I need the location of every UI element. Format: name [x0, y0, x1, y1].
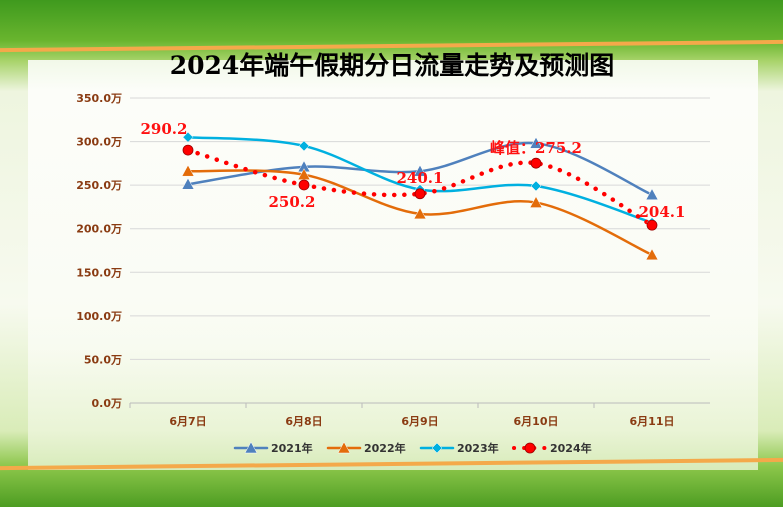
- data-point-2022年: [529, 196, 543, 208]
- y-tick-label: 300.0万: [76, 136, 122, 149]
- data-point-2024年: [646, 219, 658, 231]
- data-point-2024年: [298, 179, 310, 191]
- y-tick-label: 350.0万: [76, 92, 122, 105]
- chart-panel: [28, 60, 758, 470]
- data-label: 204.1: [639, 203, 686, 221]
- data-point-2023年: [298, 140, 310, 152]
- y-tick-label: 100.0万: [76, 310, 122, 323]
- legend-marker: [337, 441, 351, 454]
- x-tick-label: 6月11日: [630, 415, 675, 428]
- legend-label: 2022年: [364, 441, 406, 455]
- x-tick-label: 6月8日: [285, 415, 322, 428]
- x-tick-label: 6月10日: [514, 415, 559, 428]
- data-point-2022年: [645, 248, 659, 261]
- legend-marker: [431, 442, 443, 454]
- y-tick-label: 0.0万: [92, 397, 123, 410]
- legend-label: 2023年: [457, 441, 499, 455]
- chart-title: 2024年端午假期分日流量走势及预测图: [170, 51, 615, 80]
- data-point-2024年: [414, 188, 426, 200]
- data-label: 250.2: [269, 193, 316, 211]
- data-point-2024年: [530, 157, 542, 169]
- legend-label: 2024年: [550, 441, 592, 455]
- x-tick-label: 6月9日: [401, 415, 438, 428]
- data-point-2021年: [413, 164, 427, 177]
- y-tick-label: 150.0万: [76, 266, 122, 279]
- series-line-2024年: [185, 147, 655, 228]
- data-point-2024年: [182, 144, 194, 156]
- data-point-2023年: [530, 180, 542, 192]
- y-tick-label: 200.0万: [76, 223, 122, 236]
- legend-marker: [244, 441, 258, 454]
- data-point-2021年: [645, 188, 659, 200]
- data-label: 峰值：275.2: [490, 139, 582, 157]
- x-tick-label: 6月7日: [169, 415, 206, 428]
- legend-label: 2021年: [271, 441, 313, 455]
- legend-marker: [524, 442, 536, 454]
- data-point-2022年: [413, 207, 427, 220]
- data-label: 240.1: [397, 169, 444, 187]
- data-point-2022年: [181, 164, 195, 177]
- data-point-2023年: [182, 131, 194, 143]
- data-point-2021年: [529, 136, 543, 149]
- data-point-2021年: [181, 177, 195, 190]
- y-tick-label: 50.0万: [84, 353, 122, 366]
- data-label: 290.2: [141, 120, 188, 138]
- y-tick-label: 250.0万: [76, 179, 122, 192]
